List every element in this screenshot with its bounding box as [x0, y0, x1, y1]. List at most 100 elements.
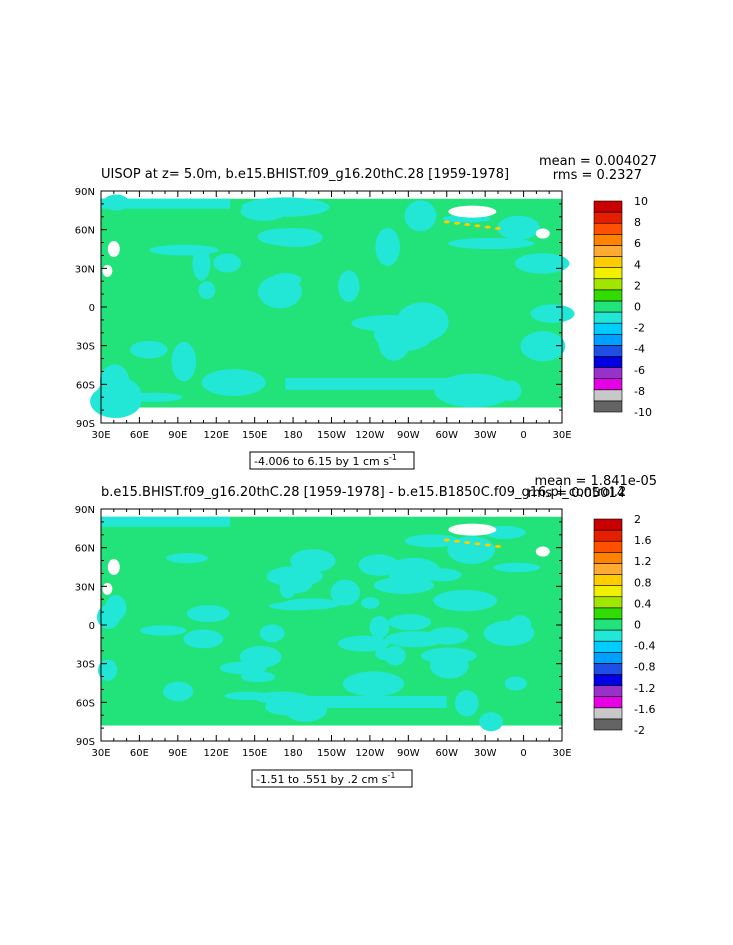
- negative-region: [530, 304, 575, 323]
- negative-region: [171, 341, 197, 382]
- x-tick-label: 60W: [435, 748, 458, 759]
- colorbar-label: 0: [634, 301, 641, 314]
- negative-region: [337, 635, 390, 652]
- land-red-sea: [102, 582, 113, 595]
- panel-title: UISOP at z= 5.0m, b.e15.BHIST.f09_g16.20…: [101, 167, 509, 182]
- x-tick-label: 90W: [397, 748, 420, 759]
- colorbar-swatch: [593, 574, 623, 586]
- svg-text:-1.51 to .551 by .2 cm s-1: -1.51 to .551 by .2 cm s-1: [256, 771, 395, 786]
- land-greenland: [448, 205, 497, 218]
- colorbar-label: -0.8: [634, 661, 655, 674]
- colorbar-swatch: [593, 707, 623, 720]
- negative-region: [330, 579, 361, 606]
- negative-region: [493, 562, 541, 573]
- colorbar-swatch: [593, 696, 623, 709]
- colorbar-swatch: [593, 278, 623, 291]
- x-tick-label: 30W: [474, 430, 497, 441]
- map-field: [90, 194, 575, 418]
- colorbar-swatch: [593, 211, 623, 224]
- colorbar-swatch: [593, 222, 623, 235]
- colorbar-swatch: [593, 529, 623, 542]
- colorbar: 10 8 6 4 2 0 -2 -4 -6 -8 -10: [593, 195, 652, 419]
- x-tick-label: 150W: [317, 430, 346, 441]
- positive-speck: [443, 538, 450, 542]
- colorbar-swatch: [593, 311, 623, 324]
- negative-region: [259, 624, 285, 643]
- x-tick-label: 30W: [474, 748, 497, 759]
- land-scandinavia: [535, 546, 550, 557]
- negative-region: [375, 227, 401, 266]
- negative-region: [278, 570, 314, 594]
- map-frame: 30E 60E 90E 120E 150E 180 150W 120W 90W 60W 30W 0 30…: [75, 505, 572, 759]
- colorbar-swatch: [593, 585, 623, 598]
- x-tick-label: 60W: [435, 430, 458, 441]
- negative-region: [404, 534, 460, 548]
- y-tick-label: 90S: [76, 737, 95, 748]
- range-box: -1.51 to .551 by .2 cm s-1: [251, 769, 413, 788]
- negative-region: [96, 605, 121, 629]
- y-tick-label: 30N: [75, 582, 95, 593]
- negative-region: [520, 331, 566, 362]
- colorbar-label: 2: [634, 279, 641, 292]
- y-tick-label: 90N: [75, 505, 95, 516]
- y-tick-label: 60N: [75, 544, 95, 555]
- negative-region: [101, 516, 231, 527]
- x-tick-label: 150W: [317, 748, 346, 759]
- panel-upper: UISOP at z= 5.0m, b.e15.BHIST.f09_g16.20…: [75, 154, 657, 470]
- colorbar-label: 6: [634, 237, 641, 250]
- negative-region: [514, 253, 570, 274]
- positive-speck: [464, 223, 471, 227]
- negative-region: [125, 392, 183, 402]
- colorbar-label: 0.4: [634, 597, 652, 610]
- negative-region: [388, 614, 432, 631]
- colorbar-swatch: [593, 518, 623, 531]
- negative-region: [201, 369, 266, 396]
- negative-region: [90, 384, 142, 418]
- positive-speck: [484, 543, 491, 547]
- colorbar-label: -2: [634, 724, 645, 737]
- colorbar-swatch: [593, 356, 623, 368]
- positive-speck: [494, 544, 501, 548]
- x-tick-label: 90E: [168, 430, 187, 441]
- colorbar-label: -4: [634, 343, 645, 356]
- colorbar-swatch: [593, 367, 623, 379]
- colorbar-swatch: [593, 322, 623, 335]
- land-scandinavia: [535, 228, 550, 239]
- x-tick-label: 30E: [552, 430, 571, 441]
- negative-region: [430, 652, 469, 679]
- negative-region: [385, 631, 445, 648]
- map-frame: 30E 60E 90E 120E 150E 180 150W 120W 90W 60W 30W 0 30…: [75, 187, 572, 441]
- colorbar-label: 10: [634, 195, 648, 208]
- y-tick-label: 60S: [76, 698, 95, 709]
- colorbar-swatch: [593, 674, 623, 686]
- colorbar-label: -2: [634, 322, 645, 335]
- colorbar-swatch: [593, 378, 623, 391]
- negative-region: [163, 681, 194, 702]
- negative-region: [433, 589, 498, 612]
- negative-region: [166, 553, 209, 564]
- colorbar-swatch: [593, 245, 623, 257]
- negative-region: [269, 601, 324, 611]
- negative-region: [360, 597, 380, 609]
- colorbar-swatch: [593, 300, 623, 313]
- y-tick-label: 60S: [76, 380, 95, 391]
- colorbar-swatch: [593, 540, 623, 553]
- range-label: -4.006 to 6.15 by 1 cm s: [254, 455, 389, 468]
- colorbar-label: -6: [634, 364, 645, 377]
- positive-speck: [453, 221, 460, 225]
- positive-speck: [484, 225, 491, 229]
- negative-region: [270, 273, 302, 288]
- negative-region: [98, 659, 118, 681]
- colorbar-swatch: [593, 333, 623, 346]
- colorbar-swatch: [593, 618, 623, 631]
- positive-speck: [494, 226, 501, 230]
- negative-region: [285, 695, 447, 708]
- colorbar-label: -10: [634, 406, 652, 419]
- x-tick-label: 90W: [397, 430, 420, 441]
- negative-region: [483, 620, 535, 646]
- map-field: [96, 516, 562, 732]
- negative-region: [504, 676, 527, 691]
- negative-region: [447, 536, 496, 565]
- colorbar-swatch: [593, 552, 623, 564]
- x-tick-label: 30E: [91, 748, 110, 759]
